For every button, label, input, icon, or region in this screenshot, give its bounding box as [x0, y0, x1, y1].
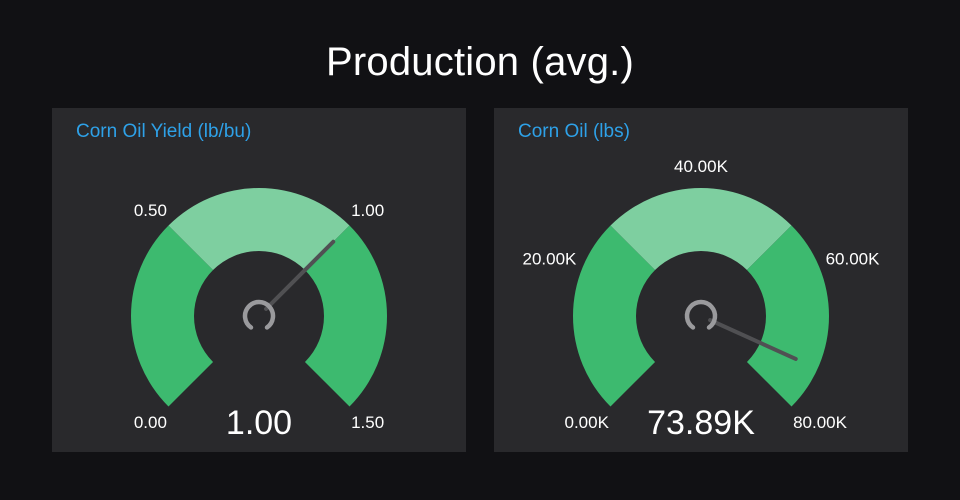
gauge-chart-corn-oil-yield: 0.00 0.50 1.00 1.50 1.00 — [131, 188, 387, 442]
gauge-tick-label: 0.00K — [564, 413, 609, 432]
gauge-tick-label: 60.00K — [826, 250, 881, 269]
gauge-panel-corn-oil-yield: Corn Oil Yield (lb/bu) 0.00 0.50 1.00 1.50 1… — [52, 108, 466, 452]
gauge-value-label: 1.00 — [226, 404, 292, 442]
gauge-panel-corn-oil: Corn Oil (lbs) 0.00K 20.00K 40.00K 60.00K 80… — [494, 108, 908, 452]
page-title: Production (avg.) — [326, 40, 634, 84]
gauge-band-1 — [131, 225, 214, 407]
gauge-needle-hub — [684, 299, 718, 330]
gauge-title: Corn Oil (lbs) — [518, 121, 630, 142]
gauge-band-3 — [304, 225, 387, 407]
gauge-band-3 — [746, 225, 829, 407]
gauge-needle-hub — [242, 299, 276, 330]
gauge-needle — [708, 318, 798, 361]
gauge-band-2 — [168, 188, 350, 271]
gauge-chart-corn-oil: 0.00K 20.00K 40.00K 60.00K 80.00K 73.89K — [523, 157, 881, 442]
gauge-tick-label: 0.50 — [134, 201, 167, 220]
gauge-needle — [264, 239, 336, 311]
gauge-tick-label: 20.00K — [523, 250, 578, 269]
gauge-band-2 — [610, 188, 792, 271]
gauge-tick-label: 80.00K — [793, 413, 848, 432]
gauge-tick-label: 1.50 — [351, 413, 384, 432]
gauge-value-label: 73.89K — [647, 404, 755, 442]
gauge-tick-label: 1.00 — [351, 201, 384, 220]
gauge-title: Corn Oil Yield (lb/bu) — [76, 121, 252, 142]
gauge-tick-label: 40.00K — [674, 157, 729, 176]
gauge-tick-label: 0.00 — [134, 413, 167, 432]
gauge-band-1 — [573, 225, 656, 407]
